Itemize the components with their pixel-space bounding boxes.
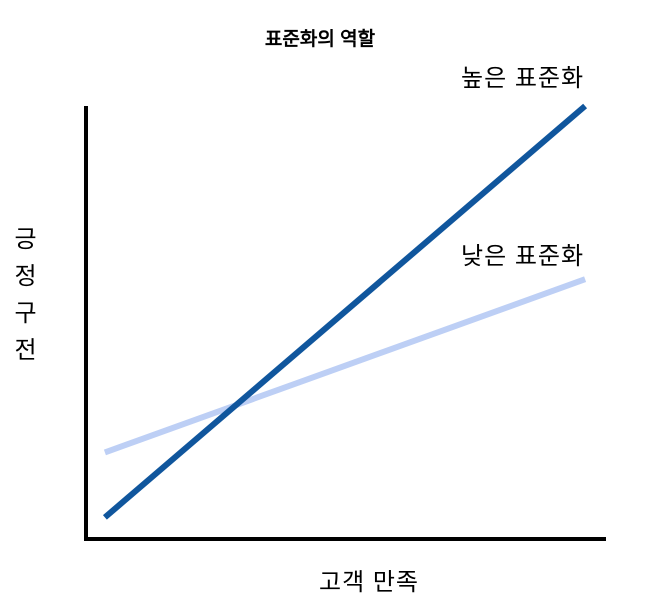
- x-axis-label: 고객 만족: [319, 569, 419, 596]
- chart-title: 표준화의 역할: [264, 29, 376, 50]
- y-axis-label: 긍정구전: [9, 226, 36, 374]
- high-standardization-line: [102, 103, 588, 520]
- series-label-high-standardization: 높은 표준화: [461, 65, 585, 92]
- series-label-low-standardization: 낮은 표준화: [461, 243, 585, 270]
- axes: [84, 106, 606, 541]
- low-standardization-line: [103, 276, 587, 456]
